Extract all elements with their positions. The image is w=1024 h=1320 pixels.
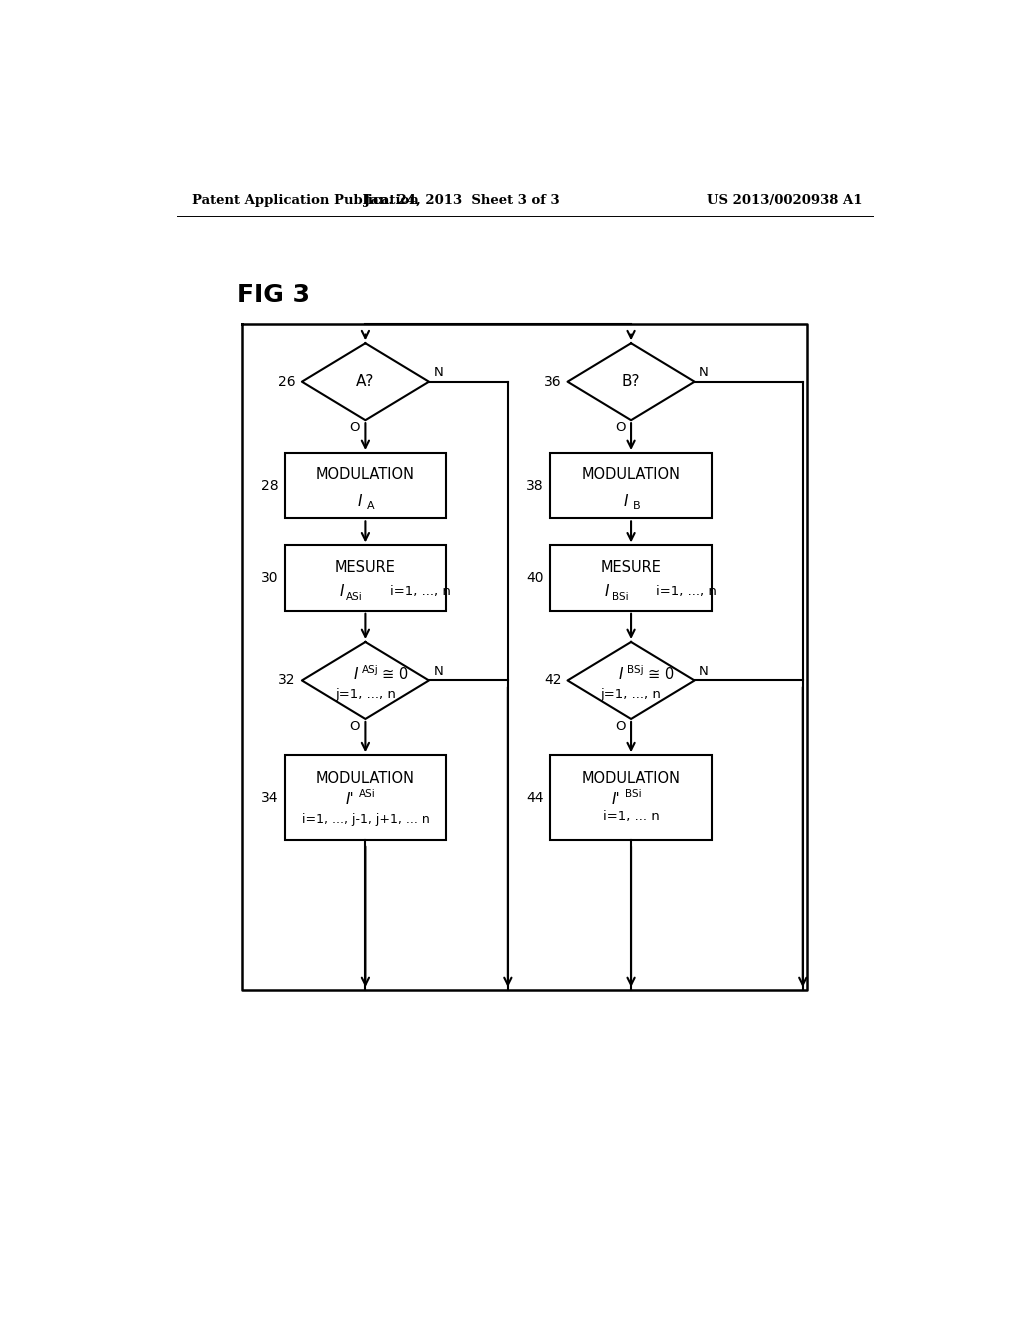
Text: i=1, ..., j-1, j+1, ... n: i=1, ..., j-1, j+1, ... n xyxy=(301,813,429,825)
Text: Jan. 24, 2013  Sheet 3 of 3: Jan. 24, 2013 Sheet 3 of 3 xyxy=(364,194,559,207)
Text: 44: 44 xyxy=(526,791,544,804)
Bar xyxy=(285,453,446,519)
Text: ASi: ASi xyxy=(359,789,376,800)
Text: 36: 36 xyxy=(544,375,561,388)
Text: I: I xyxy=(618,667,624,682)
Text: j=1, ..., n: j=1, ..., n xyxy=(335,688,396,701)
Text: 26: 26 xyxy=(279,375,296,388)
Text: ASj: ASj xyxy=(361,665,378,675)
Text: N: N xyxy=(433,366,443,379)
Bar xyxy=(550,453,712,519)
Text: I: I xyxy=(339,585,344,599)
Bar xyxy=(285,545,446,611)
Polygon shape xyxy=(302,642,429,719)
Text: I: I xyxy=(353,667,357,682)
Text: FIG 3: FIG 3 xyxy=(237,284,310,308)
Text: MODULATION: MODULATION xyxy=(316,466,415,482)
Text: A?: A? xyxy=(356,374,375,389)
Text: ASi: ASi xyxy=(346,591,362,602)
Text: MESURE: MESURE xyxy=(601,560,662,574)
Polygon shape xyxy=(302,343,429,420)
Text: A: A xyxy=(367,500,375,511)
Text: 30: 30 xyxy=(261,572,279,585)
Text: i=1, ... n: i=1, ... n xyxy=(603,810,659,824)
Text: I': I' xyxy=(346,792,354,808)
Text: ≅ 0: ≅ 0 xyxy=(648,667,674,682)
Text: i=1, ..., n: i=1, ..., n xyxy=(390,585,451,598)
Text: O: O xyxy=(349,721,359,733)
Text: BSi: BSi xyxy=(611,591,629,602)
Bar xyxy=(550,545,712,611)
Polygon shape xyxy=(567,343,694,420)
Text: N: N xyxy=(433,665,443,677)
Text: j=1, ..., n: j=1, ..., n xyxy=(601,688,662,701)
Text: BSj: BSj xyxy=(628,665,644,675)
Text: i=1, ..., n: i=1, ..., n xyxy=(655,585,717,598)
Text: I: I xyxy=(357,494,362,508)
Text: MESURE: MESURE xyxy=(335,560,396,574)
Text: N: N xyxy=(699,665,709,677)
Text: MODULATION: MODULATION xyxy=(316,771,415,785)
Text: MODULATION: MODULATION xyxy=(582,771,681,785)
Text: O: O xyxy=(615,721,626,733)
Text: O: O xyxy=(615,421,626,434)
Bar xyxy=(550,755,712,840)
Text: US 2013/0020938 A1: US 2013/0020938 A1 xyxy=(708,194,863,207)
Text: 28: 28 xyxy=(261,479,279,492)
Text: 34: 34 xyxy=(261,791,279,804)
Text: 40: 40 xyxy=(526,572,544,585)
Text: I: I xyxy=(605,585,609,599)
Text: 42: 42 xyxy=(544,673,561,688)
Polygon shape xyxy=(567,642,694,719)
Text: N: N xyxy=(699,366,709,379)
Text: ≅ 0: ≅ 0 xyxy=(382,667,409,682)
Text: O: O xyxy=(349,421,359,434)
Text: Patent Application Publication: Patent Application Publication xyxy=(193,194,419,207)
Text: 32: 32 xyxy=(279,673,296,688)
Text: BSi: BSi xyxy=(625,789,641,800)
Text: B: B xyxy=(633,500,640,511)
Text: I': I' xyxy=(611,792,621,808)
Text: MODULATION: MODULATION xyxy=(582,466,681,482)
Text: 38: 38 xyxy=(526,479,544,492)
Text: I: I xyxy=(624,494,628,508)
Text: B?: B? xyxy=(622,374,640,389)
Bar xyxy=(285,755,446,840)
